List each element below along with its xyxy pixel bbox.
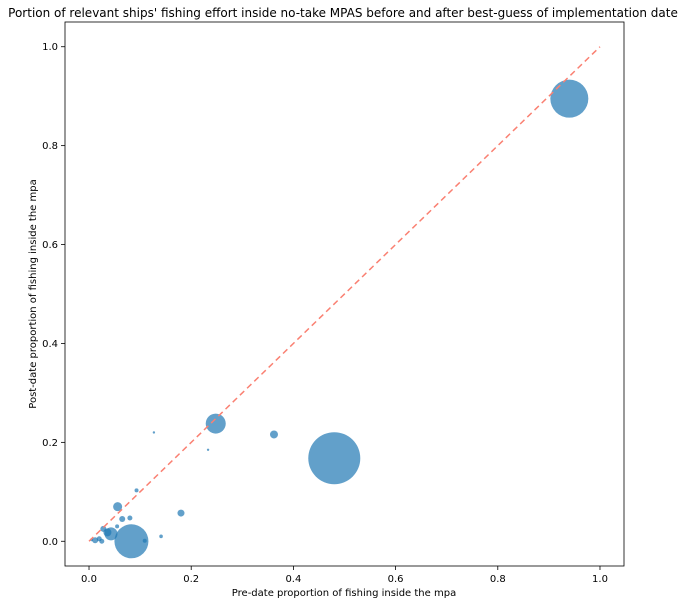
scatter-point (550, 79, 589, 118)
x-tick-label: 0.0 (81, 574, 97, 585)
scatter-point (134, 488, 139, 493)
x-tick-label: 0.8 (490, 574, 506, 585)
y-tick-label: 1.0 (42, 42, 58, 53)
scatter-point (308, 432, 361, 485)
x-axis-label: Pre-date proportion of fishing inside th… (232, 588, 456, 599)
points-layer (90, 79, 589, 559)
reference-line (88, 46, 601, 542)
chart-title: Portion of relevant ships' fishing effor… (8, 6, 678, 20)
x-tick-label: 0.2 (183, 574, 199, 585)
y-tick-label: 0.8 (42, 141, 58, 152)
scatter-point (119, 516, 126, 523)
y-tick-label: 0.2 (42, 438, 58, 449)
scatter-point (142, 538, 147, 543)
scatter-point (205, 413, 226, 434)
scatter-point (152, 431, 156, 434)
scatter-point (177, 509, 185, 517)
y-tick-label: 0.4 (42, 339, 58, 350)
plot-area (64, 21, 625, 567)
y-tick-label: 0.6 (42, 240, 58, 251)
y-axis-label: Post-date proportion of fishing inside t… (28, 179, 39, 408)
scatter-point (92, 537, 99, 544)
x-axis-ticks: 0.0 0.2 0.4 0.6 0.8 1.0 (81, 566, 608, 585)
scatter-point (114, 524, 149, 559)
x-tick-label: 0.4 (285, 574, 301, 585)
scatter-point (113, 502, 123, 512)
scatter-point (206, 448, 210, 451)
scatter-point (99, 538, 105, 544)
x-tick-label: 1.0 (592, 574, 608, 585)
y-axis-ticks: 0.0 0.2 0.4 0.6 0.8 1.0 (42, 42, 65, 548)
scatter-point (159, 534, 163, 539)
x-tick-label: 0.6 (388, 574, 404, 585)
scatter-point (115, 524, 120, 529)
scatter-point (127, 515, 133, 521)
y-tick-label: 0.0 (42, 537, 58, 548)
scatter-point (100, 525, 107, 532)
scatter-point (269, 430, 278, 439)
